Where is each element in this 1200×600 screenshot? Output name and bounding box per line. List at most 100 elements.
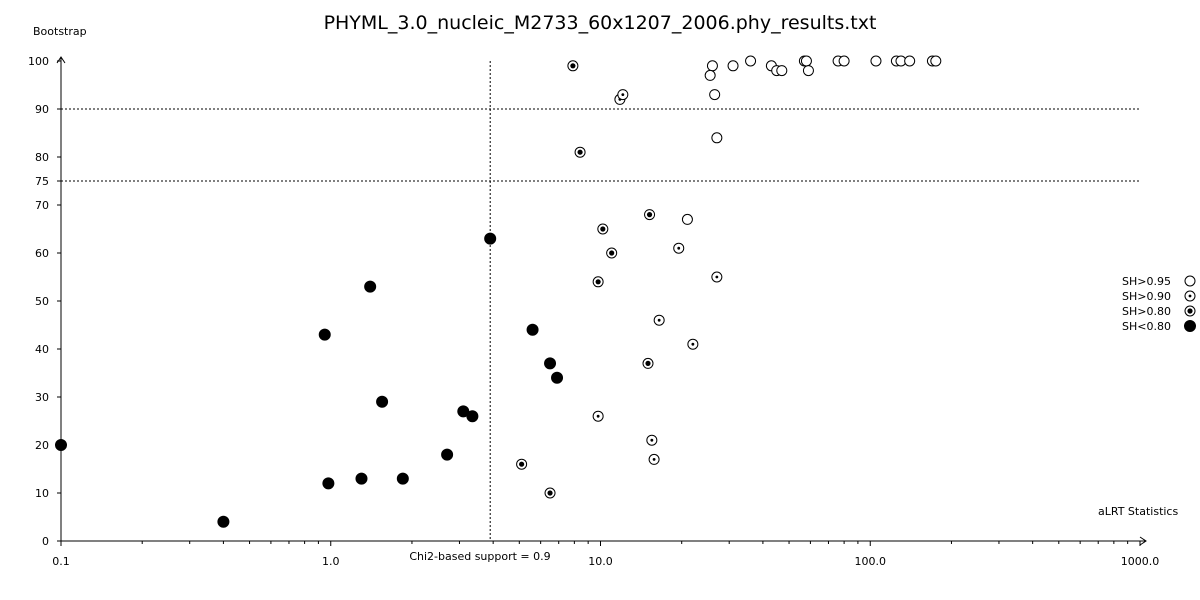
data-point <box>727 60 739 72</box>
legend-label: SH>0.95 <box>1122 275 1171 288</box>
data-point <box>687 338 699 350</box>
data-point <box>526 323 539 336</box>
y-tick-label: 40 <box>35 343 49 356</box>
legend-marker <box>1184 275 1196 287</box>
y-tick-label: 75 <box>35 175 49 188</box>
legend-marker-shape <box>1184 320 1196 332</box>
legend-marker <box>1184 320 1196 332</box>
data-point-center <box>621 93 625 96</box>
data-point <box>551 371 564 384</box>
data-point <box>673 242 685 254</box>
data-point-center <box>646 212 653 218</box>
data-point <box>441 448 454 461</box>
data-point <box>904 55 916 67</box>
data-point-shape <box>376 395 389 408</box>
data-point-shape <box>544 357 557 370</box>
legend-marker-shape <box>1184 275 1196 287</box>
chart-title: PHYML_3.0_nucleic_M2733_60x1207_2006.phy… <box>324 12 877 34</box>
legend-item: SH>0.95 <box>1122 275 1196 288</box>
data-point-shape <box>364 280 377 293</box>
data-point-shape <box>704 69 716 81</box>
data-point <box>567 60 579 72</box>
data-point <box>681 213 693 225</box>
data-point <box>396 472 409 485</box>
x-tick-label: 0.1 <box>52 555 70 568</box>
data-point <box>930 55 942 67</box>
x-tick-label: 1.0 <box>322 555 340 568</box>
data-point <box>838 55 850 67</box>
legend-marker <box>1184 305 1196 317</box>
data-point <box>745 55 757 67</box>
x-tick-label: 1000.0 <box>1121 555 1160 568</box>
data-point-shape <box>709 89 721 101</box>
data-point <box>322 477 335 490</box>
data-point-shape <box>441 448 454 461</box>
data-point-shape <box>776 65 788 77</box>
data-point <box>646 434 658 446</box>
data-point-shape <box>745 55 757 67</box>
data-point-center <box>570 63 576 69</box>
data-point-shape <box>526 323 539 336</box>
y-tick-label: 90 <box>35 103 49 116</box>
data-point-shape <box>681 213 693 225</box>
data-point-center <box>547 490 553 496</box>
series-filled-circle <box>55 232 564 528</box>
data-point-shape <box>838 55 850 67</box>
data-point <box>592 276 604 288</box>
data-point-center <box>609 250 615 256</box>
legend-item: SH<0.80 <box>1122 320 1196 333</box>
data-point-center <box>691 342 695 346</box>
data-point <box>466 410 479 423</box>
data-point <box>617 89 629 101</box>
data-point <box>642 357 654 369</box>
series-centered-dot-circle <box>516 60 656 499</box>
legend-item: SH>0.90 <box>1122 290 1196 303</box>
data-point-center <box>715 275 719 279</box>
legend-label: SH>0.80 <box>1122 305 1171 318</box>
data-points <box>55 55 942 528</box>
data-point-center <box>645 360 651 366</box>
x-tick-label: 10.0 <box>588 555 613 568</box>
data-point-center <box>650 438 654 442</box>
y-tick-label: 30 <box>35 391 49 404</box>
x-axis-arrow <box>1139 536 1147 546</box>
data-point <box>606 247 618 259</box>
data-point <box>592 410 604 422</box>
data-point <box>706 60 718 72</box>
y-tick-label: 100 <box>28 55 49 68</box>
data-point <box>704 69 716 81</box>
data-point-shape <box>396 472 409 485</box>
legend-label: SH<0.80 <box>1122 320 1171 333</box>
legend-label: SH>0.90 <box>1122 290 1171 303</box>
data-point <box>653 314 665 326</box>
data-point-shape <box>800 55 812 67</box>
y-tick-label: 70 <box>35 199 49 212</box>
data-point <box>355 472 368 485</box>
data-point <box>776 65 788 77</box>
data-point-center <box>519 461 525 467</box>
data-point <box>574 146 586 158</box>
data-point-shape <box>55 439 67 451</box>
data-point-shape <box>711 132 723 144</box>
data-point-shape <box>217 515 230 528</box>
data-point-center <box>595 279 601 285</box>
legend-marker-center <box>1187 308 1193 314</box>
data-point-shape <box>484 232 497 245</box>
data-point-shape <box>466 410 479 423</box>
series-dotted-circle <box>592 89 723 465</box>
data-point <box>544 487 556 499</box>
y-tick-label: 50 <box>35 295 49 308</box>
data-point-shape <box>802 65 814 77</box>
axes: 0.1 1.0 10.0 100.0 1000.0 0 10 20 30 40 50 60 70 75 80… <box>28 55 1159 568</box>
data-point <box>711 132 723 144</box>
data-point <box>644 209 656 221</box>
data-point-shape <box>930 55 942 67</box>
series-open-circle <box>681 55 942 225</box>
data-point <box>484 232 497 245</box>
data-point-shape <box>727 60 739 72</box>
data-point-center <box>677 246 681 250</box>
data-point <box>364 280 377 293</box>
data-point-shape <box>551 371 564 384</box>
data-point <box>55 439 67 451</box>
